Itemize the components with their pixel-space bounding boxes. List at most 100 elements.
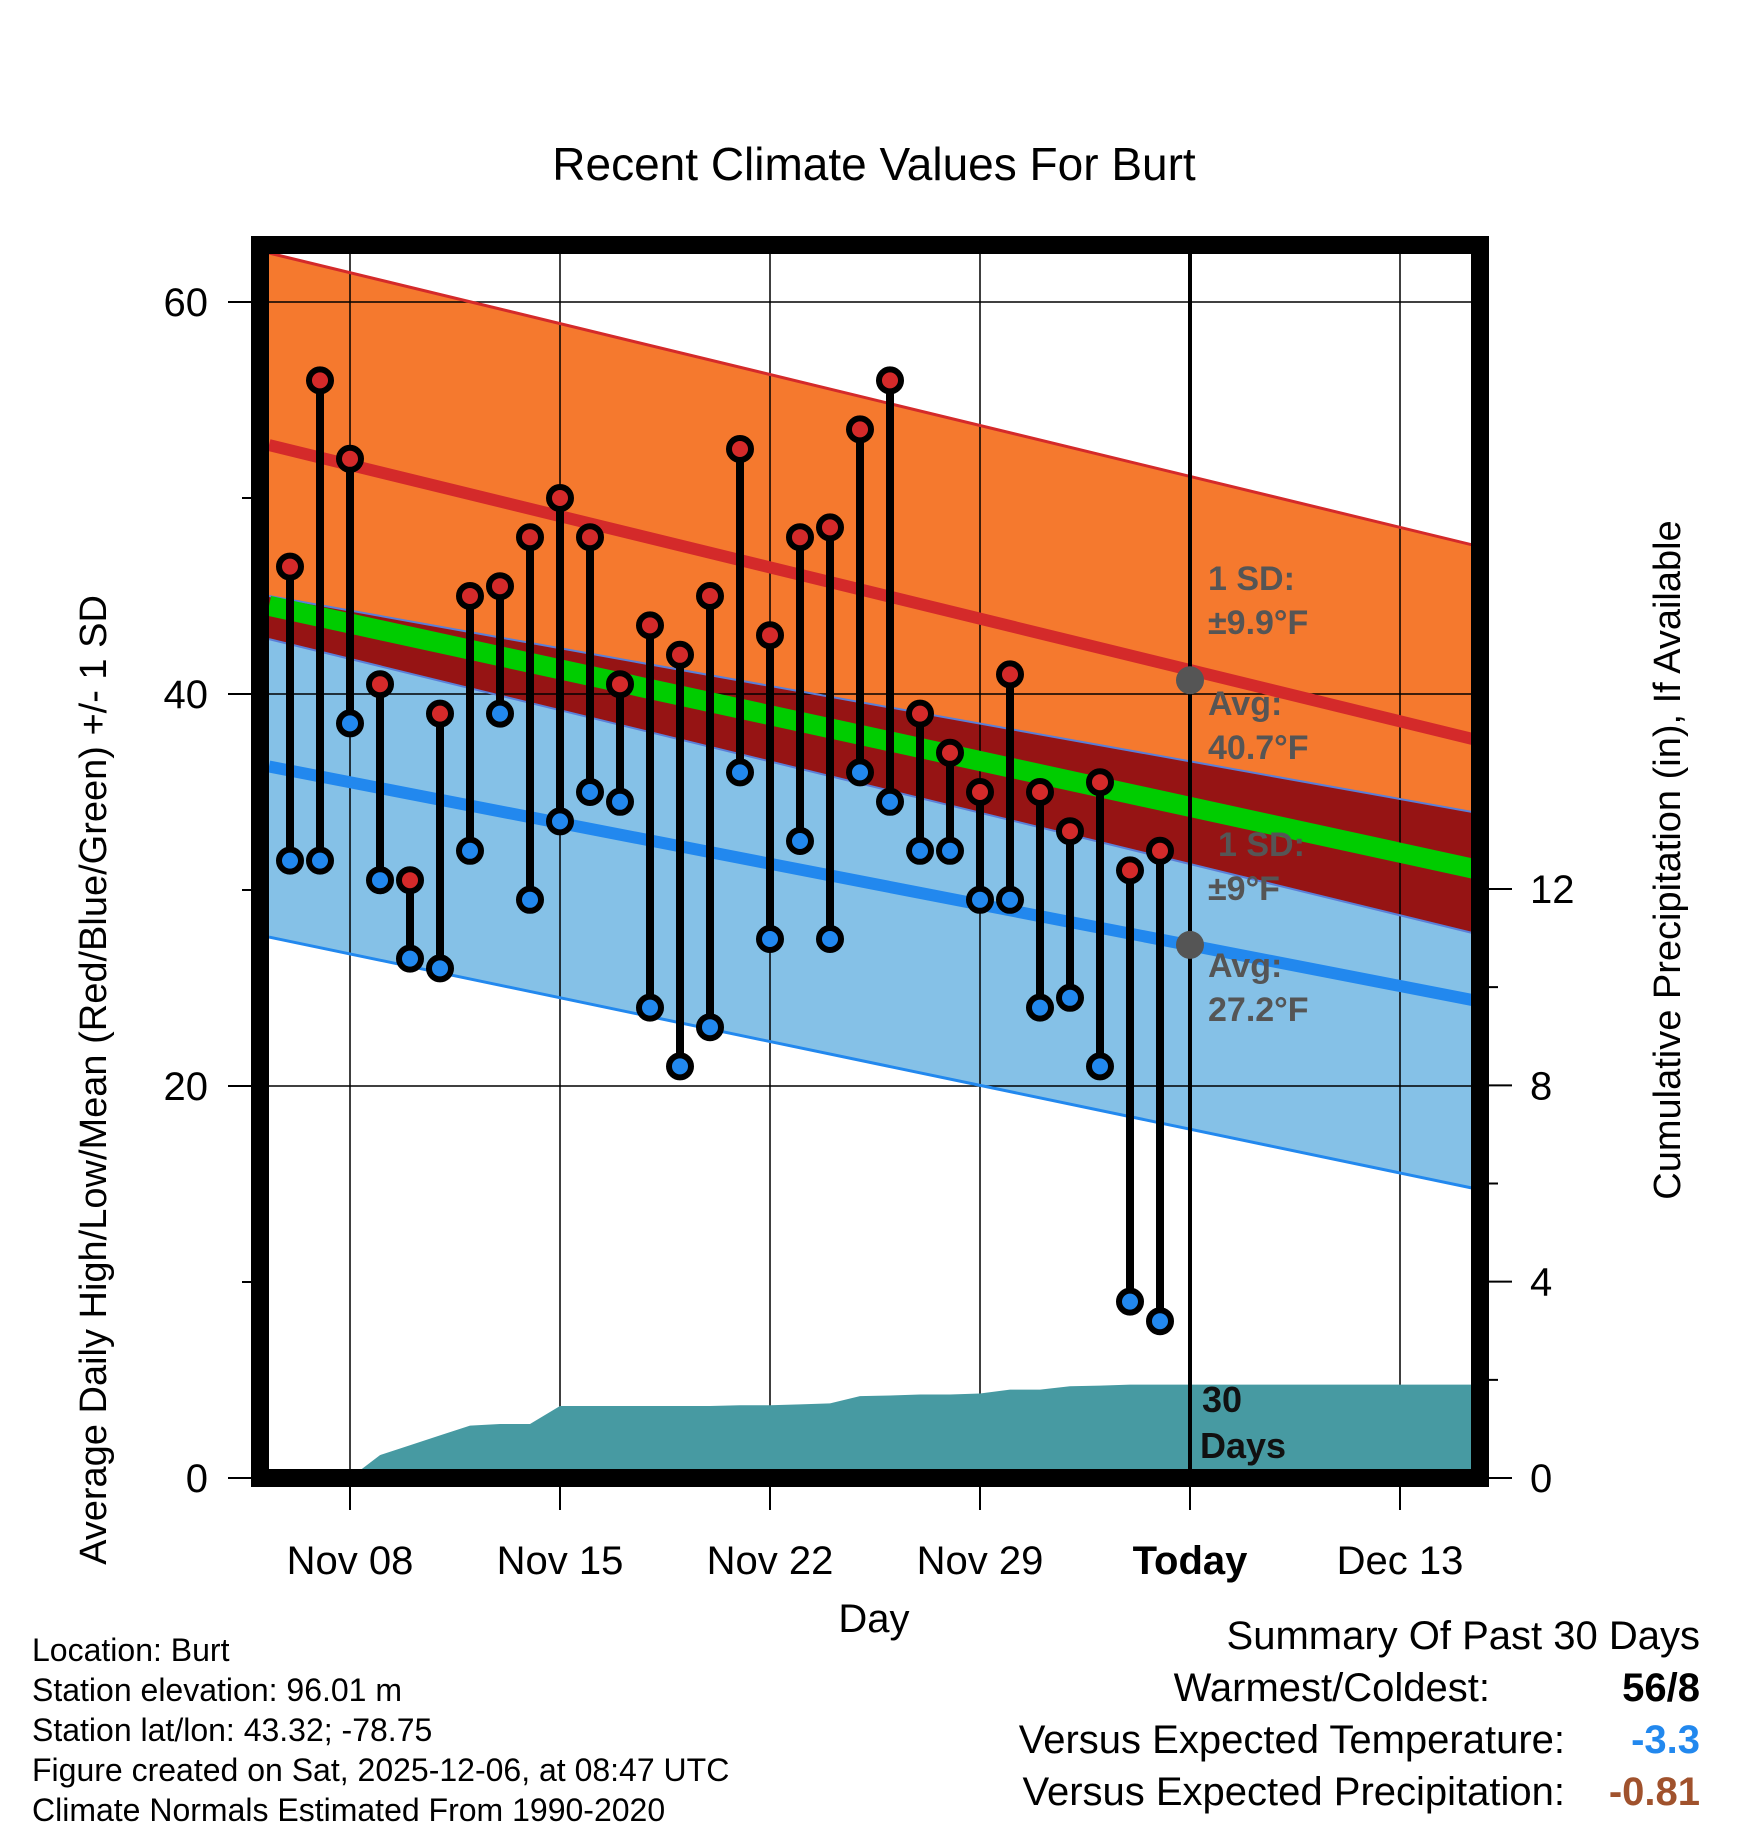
high-avg-value: 40.7°F [1208, 729, 1309, 767]
precip-area [260, 1384, 1480, 1478]
elevation-text: Station elevation: 96.01 m [32, 1672, 403, 1708]
high-avg-label: Avg: [1208, 685, 1282, 723]
high-marker [696, 582, 724, 610]
x-tick-label: Dec 13 [1337, 1539, 1464, 1583]
low-marker [486, 699, 514, 728]
high-avg-line [267, 439, 1480, 747]
location-text: Location: Burt [32, 1632, 230, 1668]
high-marker [846, 415, 874, 444]
low-marker [516, 885, 544, 914]
high-upper-line [268, 251, 1480, 549]
high-marker [666, 640, 694, 669]
warmest-label: Warmest/Coldest: [1173, 1666, 1490, 1710]
high-marker [396, 866, 424, 895]
high-marker [426, 699, 454, 728]
y2-axis-label: Cumulative Precipitation (in), If Availa… [1647, 520, 1689, 1199]
high-marker [546, 484, 574, 512]
high-marker [1146, 836, 1174, 865]
high-marker [936, 738, 964, 767]
low-marker [606, 787, 634, 816]
low-marker [996, 885, 1024, 914]
temp-value: -3.3 [1631, 1718, 1700, 1762]
low-marker [966, 885, 994, 914]
latlon-text: Station lat/lon: 43.32; -78.75 [32, 1712, 433, 1748]
summary-precip-row: Versus Expected Precipitation: -0.81 [800, 1766, 1700, 1818]
y2-tick-label: 12 [1530, 868, 1575, 912]
plot-area [260, 245, 1480, 1478]
high-marker [726, 435, 754, 463]
y2-tick-label: 8 [1530, 1064, 1552, 1108]
precip-value: -0.81 [1608, 1770, 1700, 1814]
low-marker [336, 709, 364, 738]
x-axis-label: Day [838, 1597, 909, 1641]
high-marker [456, 582, 484, 610]
y-tick-label: 0 [186, 1457, 208, 1501]
low-marker [576, 778, 604, 806]
high-marker [786, 523, 814, 552]
low-marker [636, 993, 664, 1022]
warmest-value: 56/8 [1622, 1666, 1700, 1710]
low-marker [936, 836, 964, 865]
low-marker [396, 944, 424, 973]
low-sd-value: ±9°F [1208, 870, 1280, 908]
low-marker [1026, 993, 1054, 1022]
high-marker [516, 523, 544, 552]
low-avg-value: 27.2°F [1208, 991, 1309, 1029]
x-tick-label: Nov 29 [917, 1539, 1044, 1583]
low-marker [726, 758, 754, 787]
created-text: Figure created on Sat, 2025-12-06, at 08… [32, 1752, 730, 1788]
low-lower-line [268, 935, 1480, 1192]
precip-label: Versus Expected Precipitation: [1022, 1770, 1565, 1814]
temp-label: Versus Expected Temperature: [1018, 1718, 1565, 1762]
low-marker [756, 925, 784, 953]
high-marker [576, 523, 604, 552]
low-marker [666, 1052, 694, 1081]
station-info: Location: Burt Station elevation: 96.01 … [32, 1630, 729, 1830]
high-marker [996, 660, 1024, 689]
low-marker [1116, 1287, 1144, 1316]
low-sd-label: 1 SD: [1218, 826, 1305, 864]
low-sd-band [269, 596, 1480, 1190]
low-marker [1056, 983, 1084, 1012]
low-marker [696, 1013, 724, 1042]
days-label-word: Days [1200, 1425, 1286, 1466]
low-marker [366, 866, 394, 895]
high-marker [1086, 768, 1114, 797]
x-tick-label: Today [1133, 1539, 1249, 1583]
high-marker [336, 444, 364, 473]
y-axis-label: Average Daily High/Low/Mean (Red/Blue/Gr… [73, 595, 115, 1565]
low-marker [456, 836, 484, 865]
high-marker [906, 699, 934, 728]
chart-title: Recent Climate Values For Burt [552, 138, 1196, 190]
x-tick-label: Nov 08 [287, 1539, 414, 1583]
y2-tick-label: 4 [1530, 1261, 1552, 1305]
low-marker [876, 787, 904, 816]
high-sd-label: 1 SD: [1208, 560, 1295, 598]
low-marker [306, 846, 334, 875]
high-marker [756, 621, 784, 650]
summary-temp-row: Versus Expected Temperature: -3.3 [800, 1714, 1700, 1766]
high-marker [1026, 778, 1054, 806]
today-low-avg-dot [1176, 930, 1204, 959]
x-tick-label: Nov 22 [707, 1539, 834, 1583]
low-marker [546, 807, 574, 836]
high-marker [636, 611, 664, 640]
high-marker [306, 366, 334, 395]
high-marker [876, 366, 904, 395]
summary-title: Summary Of Past 30 Days [1226, 1614, 1700, 1658]
y2-tick-label: 0 [1530, 1457, 1552, 1501]
low-marker [846, 758, 874, 787]
low-marker [426, 954, 454, 983]
high-marker [366, 670, 394, 699]
high-marker [486, 572, 514, 601]
x-tick-label: Nov 15 [497, 1539, 624, 1583]
high-marker [606, 670, 634, 699]
low-marker [786, 827, 814, 855]
today-high-avg-dot [1176, 666, 1204, 695]
high-marker [1116, 856, 1144, 885]
y-tick-label: 60 [164, 281, 209, 325]
high-marker [276, 552, 304, 581]
high-sd-value: ±9.9°F [1208, 604, 1308, 642]
high-marker [966, 778, 994, 806]
